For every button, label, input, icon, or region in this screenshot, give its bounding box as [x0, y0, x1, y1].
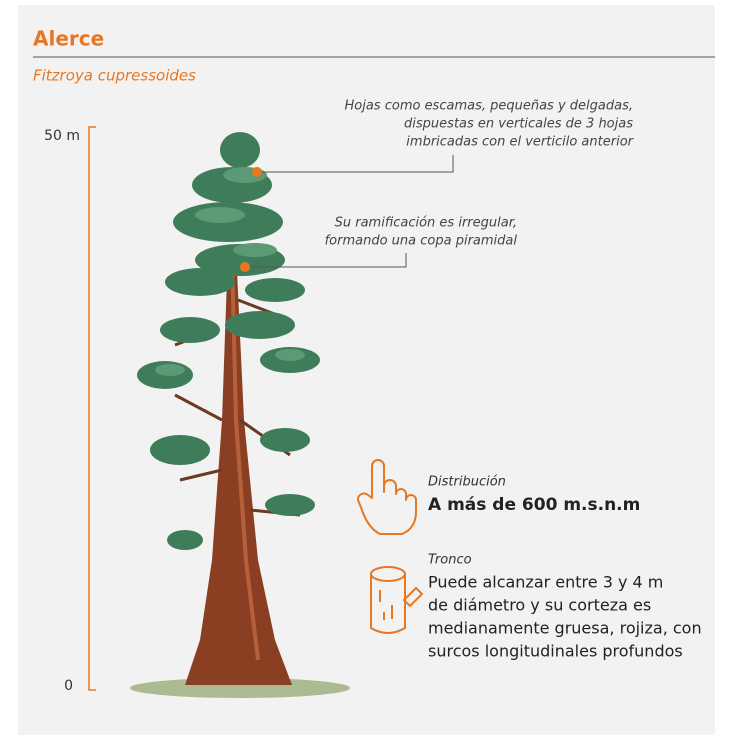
- scale-top: 50 m: [44, 128, 80, 144]
- annotation-dot: [252, 167, 262, 177]
- annotation-text: dispuestas en verticales de 3 hojas: [404, 117, 633, 132]
- fact-text: A más de 600 m.s.n.m: [428, 495, 640, 515]
- fact-text: de diámetro y su corteza es: [428, 596, 651, 615]
- fact-label: Distribución: [428, 475, 506, 490]
- annotation-dot: [240, 262, 250, 272]
- annotation-text: Hojas como escamas, pequeñas y delgadas,: [345, 99, 634, 114]
- fact-text: medianamente gruesa, rojiza, con: [428, 619, 702, 638]
- subtitle: Fitzroya cupressoides: [33, 67, 196, 85]
- fact-text: Puede alcanzar entre 3 y 4 m: [428, 573, 663, 592]
- scale-bottom: 0: [64, 678, 73, 694]
- title: Alerce: [33, 27, 104, 51]
- annotation-text: Su ramificación es irregular,: [335, 216, 517, 231]
- annotation-text: imbricadas con el verticilo anterior: [406, 135, 634, 150]
- infographic: Alerce Fitzroya cupressoides 50 m 0: [0, 0, 733, 747]
- fact-label: Tronco: [428, 553, 472, 568]
- annotation-text: formando una copa piramidal: [325, 234, 518, 249]
- fact-text: surcos longitudinales profundos: [428, 642, 683, 661]
